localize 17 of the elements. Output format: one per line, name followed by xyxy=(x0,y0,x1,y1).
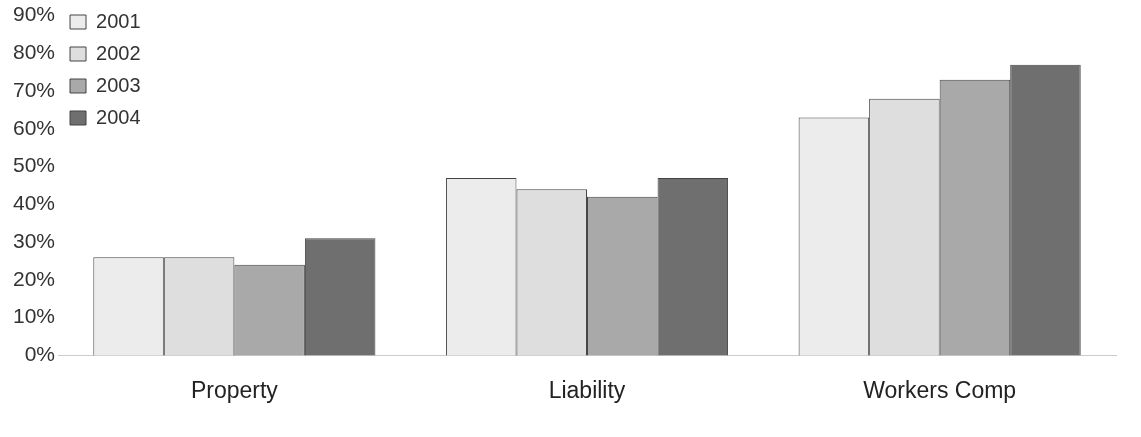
x-tick-label: Property xyxy=(190,376,279,403)
legend-label: 2001 xyxy=(96,9,141,32)
y-tick-label: 0% xyxy=(24,342,56,366)
y-tick-label: 20% xyxy=(13,266,56,290)
y-tick-label: 30% xyxy=(13,228,56,252)
y-tick-label: 90% xyxy=(13,2,56,26)
legend-label: 2002 xyxy=(96,41,141,64)
y-tick-label: 50% xyxy=(13,153,56,177)
y-tick-label: 10% xyxy=(13,304,56,328)
y-tick-label: 60% xyxy=(13,115,56,139)
y-tick-label: 40% xyxy=(13,191,56,215)
y-tick-label: 70% xyxy=(13,77,56,101)
y-tick-label: 80% xyxy=(13,40,56,64)
legend-label: 2003 xyxy=(96,73,141,96)
legend-label: 2004 xyxy=(96,105,141,128)
x-tick-label: Workers Comp xyxy=(863,376,1017,403)
x-tick-label: Liability xyxy=(548,376,626,403)
